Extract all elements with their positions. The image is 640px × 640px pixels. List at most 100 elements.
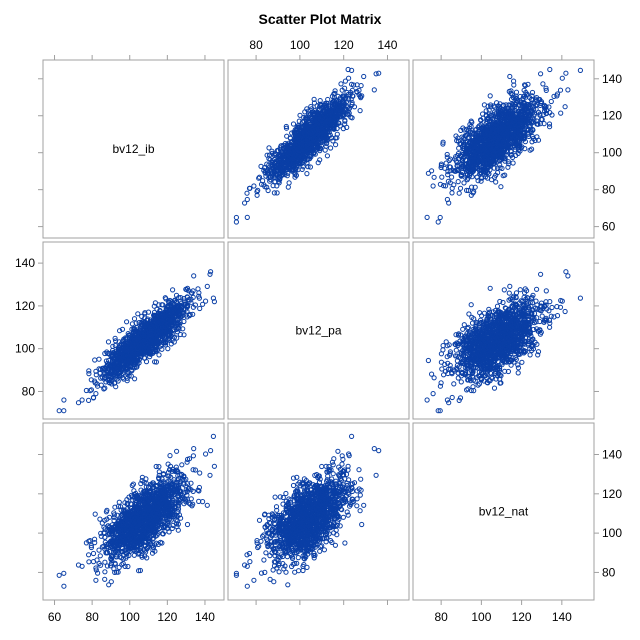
scatter-point xyxy=(292,174,298,180)
scatter-point xyxy=(278,159,284,166)
scatter-point xyxy=(338,81,344,87)
matrix-cell: bv12_ib xyxy=(42,59,225,239)
scatter-point xyxy=(302,109,308,115)
scatter-point xyxy=(256,175,262,181)
scatter-point xyxy=(334,131,340,137)
matrix-cell: bv12_pa xyxy=(227,241,410,420)
chart-title: Scatter Plot Matrix xyxy=(259,11,382,27)
scatter-point xyxy=(275,148,281,154)
scatter-point xyxy=(269,161,275,168)
scatter-point xyxy=(373,71,379,77)
scatter-point xyxy=(324,140,330,147)
scatter-point xyxy=(335,108,341,115)
scatter-point xyxy=(279,170,285,176)
scatter-point xyxy=(308,152,314,158)
scatter-point xyxy=(328,145,334,151)
scatter-point xyxy=(315,112,322,119)
scatter-point xyxy=(276,166,282,172)
scatter-point xyxy=(297,112,303,118)
scatter-point xyxy=(315,160,321,166)
scatter-point xyxy=(300,126,306,132)
scatter-point xyxy=(269,148,275,154)
scatter-point xyxy=(305,118,311,124)
scatter-point xyxy=(330,126,336,132)
scatter-point xyxy=(269,150,275,156)
scatter-point xyxy=(319,129,325,135)
scatter-point xyxy=(330,98,336,105)
scatter-point xyxy=(311,100,317,106)
scatter-point xyxy=(290,121,297,127)
variable-label: bv12_ib xyxy=(112,142,154,156)
scatter-point xyxy=(357,108,363,114)
scatter-point xyxy=(286,180,292,186)
scatter-point xyxy=(349,67,355,74)
scatter-point xyxy=(287,160,293,166)
scatter-point xyxy=(274,183,280,189)
scatter-point xyxy=(349,115,355,121)
scatter-point xyxy=(342,118,348,124)
scatter-point xyxy=(284,133,290,139)
scatter-point xyxy=(304,171,310,177)
scatter-point xyxy=(324,153,330,159)
scatter-point xyxy=(283,123,289,130)
scatter-point xyxy=(331,91,337,97)
matrix-cell xyxy=(227,59,410,239)
scatter-point xyxy=(299,131,305,137)
scatter-point xyxy=(356,92,362,98)
scatter-point xyxy=(254,192,260,198)
scatter-point xyxy=(305,123,311,129)
scatter-point xyxy=(304,157,310,163)
scatter-point xyxy=(317,104,323,110)
matrix-cell xyxy=(412,241,595,420)
scatter-point xyxy=(322,102,328,108)
scatter-point xyxy=(354,82,360,88)
scatter-point xyxy=(274,190,280,196)
scatter-point xyxy=(342,78,348,84)
scatter-point xyxy=(292,171,298,177)
scatter-point xyxy=(307,164,313,170)
scatter-point xyxy=(340,99,346,105)
scatter-point xyxy=(292,127,298,133)
scatter-point xyxy=(244,190,250,196)
scatter-point xyxy=(276,156,282,163)
scatter-point xyxy=(305,164,311,170)
scatter-point xyxy=(339,87,345,93)
scatter-point xyxy=(346,110,352,116)
scatter-point xyxy=(306,115,312,121)
scatter-point xyxy=(349,100,355,106)
scatter-point xyxy=(233,219,239,225)
scatter-point xyxy=(277,175,283,181)
scatter-point xyxy=(350,93,356,99)
scatter-point xyxy=(317,98,323,104)
scatter-point xyxy=(333,142,339,148)
scatter-point xyxy=(361,73,367,80)
scatter-point xyxy=(244,196,250,203)
scatter-point xyxy=(266,145,272,151)
scatter-point xyxy=(271,190,277,196)
scatter-point xyxy=(323,143,329,149)
matrix-cell xyxy=(412,59,595,239)
scatter-point xyxy=(242,200,248,206)
scatter-point xyxy=(282,144,288,150)
scatter-point xyxy=(324,138,330,144)
variable-label: bv12_pa xyxy=(295,324,341,338)
scatter-point xyxy=(264,152,270,158)
scatter-point xyxy=(323,130,329,136)
scatter-point xyxy=(266,162,272,168)
scatter-point xyxy=(256,174,263,180)
scatter-point xyxy=(261,167,267,173)
scatter-point xyxy=(334,135,340,141)
scatter-point xyxy=(284,173,290,179)
scatter-point xyxy=(326,129,332,135)
scatter-point xyxy=(246,185,253,191)
scatter-point xyxy=(321,109,327,115)
scatter-point xyxy=(308,104,314,110)
scatter-point xyxy=(302,122,308,128)
scatter-point xyxy=(255,187,261,193)
scatter-point xyxy=(359,93,365,99)
scatter-point xyxy=(330,138,336,144)
scatter-point xyxy=(268,169,274,175)
scatter-point xyxy=(346,75,352,81)
scatter-point xyxy=(307,156,313,162)
scatter-point xyxy=(265,187,271,194)
